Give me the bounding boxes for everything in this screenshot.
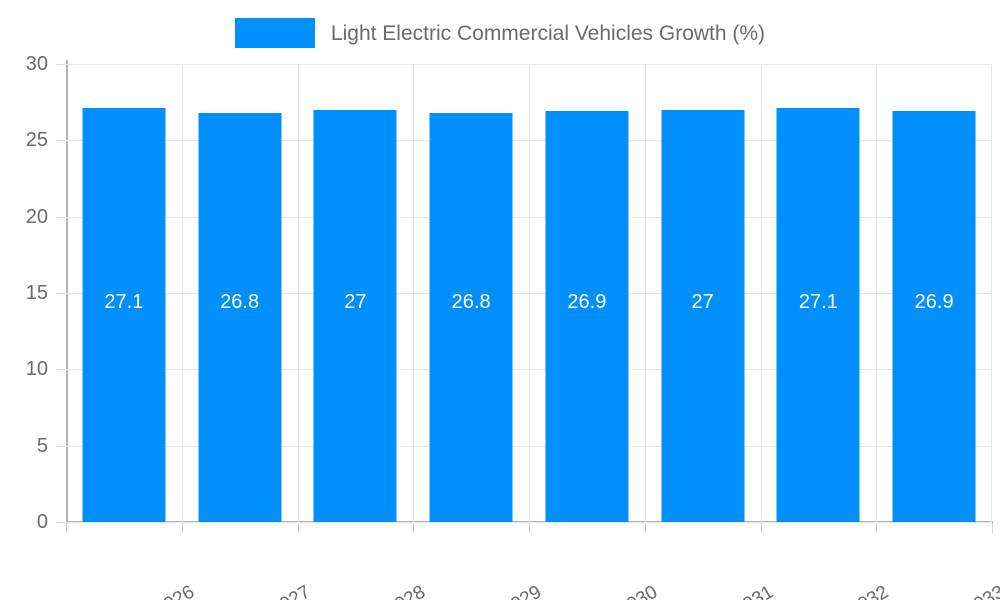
bar-group: 26.8 (413, 64, 529, 522)
y-axis-tick-label: 15 (25, 282, 48, 304)
chart-legend: Light Electric Commercial Vehicles Growt… (0, 10, 1000, 56)
x-axis-tick-mark (181, 523, 183, 533)
bar[interactable] (776, 108, 860, 522)
bar-group: 27 (645, 64, 761, 522)
y-axis-tick-mark (56, 216, 66, 218)
bar-group: 26.9 (529, 64, 645, 522)
bar[interactable] (892, 111, 976, 522)
x-axis-tick-label: 2032-2033 (919, 582, 1000, 600)
x-axis-tick-mark (760, 523, 762, 533)
x-axis-tick-mark (529, 523, 530, 533)
y-axis-tick-label: 25 (25, 129, 48, 152)
gridline-vertical (181, 64, 183, 522)
y-axis-tick-mark (56, 293, 66, 294)
bar[interactable] (429, 112, 513, 522)
bar[interactable] (82, 108, 166, 522)
y-axis-tick-mark (56, 140, 66, 142)
y-axis-tick-label: 30 (25, 53, 48, 75)
x-axis-tick-mark (992, 523, 993, 533)
bar-group: 27.1 (66, 64, 182, 522)
x-axis-tick-label: 2030-2031 (688, 582, 777, 600)
x-axis-tick-label: 2027-2028 (340, 582, 429, 600)
gridline-horizontal (66, 522, 992, 523)
x-axis-tick-label: 2028-2029 (456, 582, 545, 600)
bar-group: 26.8 (182, 64, 298, 522)
x-axis-tick-mark (413, 523, 415, 533)
gridline-vertical (413, 64, 415, 522)
x-axis-tick-mark (66, 523, 67, 533)
y-axis-tick-mark (56, 369, 66, 371)
y-axis-tick-label: 5 (36, 434, 48, 457)
x-axis-tick-label: 2026-2027 (225, 582, 314, 600)
legend-item-0[interactable]: Light Electric Commercial Vehicles Growt… (234, 18, 766, 48)
x-axis-tick-label: 2031-2032 (803, 582, 892, 600)
gridline-vertical (529, 64, 530, 522)
bar[interactable] (198, 112, 282, 522)
x-axis-tick-mark (644, 523, 646, 533)
legend-color-swatch (234, 18, 315, 48)
bar-series: 27.1 26.8 27 26.8 26.9 27 27.1 26.9 (66, 64, 992, 522)
bar[interactable] (545, 111, 629, 522)
y-axis-line (66, 60, 68, 524)
bar-group: 26.9 (876, 64, 992, 522)
plot-area: 27.1 26.8 27 26.8 26.9 27 27.1 26.9 (66, 64, 992, 523)
bar[interactable] (661, 109, 745, 522)
bar-group: 27.1 (761, 64, 877, 522)
y-axis-tick-mark (56, 64, 66, 65)
gridline-vertical (644, 64, 646, 522)
y-axis-tick-label: 20 (25, 205, 48, 228)
y-axis-tick-label: 10 (25, 358, 48, 381)
y-axis-tick-mark (56, 522, 66, 523)
y-axis-tick-label: 0 (36, 511, 48, 533)
gridline-vertical (760, 64, 762, 522)
bar[interactable] (313, 109, 397, 522)
x-axis-tick-mark (297, 523, 299, 533)
bar-group: 27 (298, 64, 414, 522)
legend-label: Light Electric Commercial Vehicles Growt… (330, 21, 766, 45)
x-axis-tick-label: 2029-2030 (572, 582, 661, 600)
gridline-vertical (297, 64, 299, 522)
y-axis: 0 5 10 15 20 25 30 (0, 0, 66, 600)
y-axis-tick-mark (56, 445, 66, 447)
gridline-vertical (876, 64, 878, 522)
x-axis-tick-mark (876, 523, 878, 533)
